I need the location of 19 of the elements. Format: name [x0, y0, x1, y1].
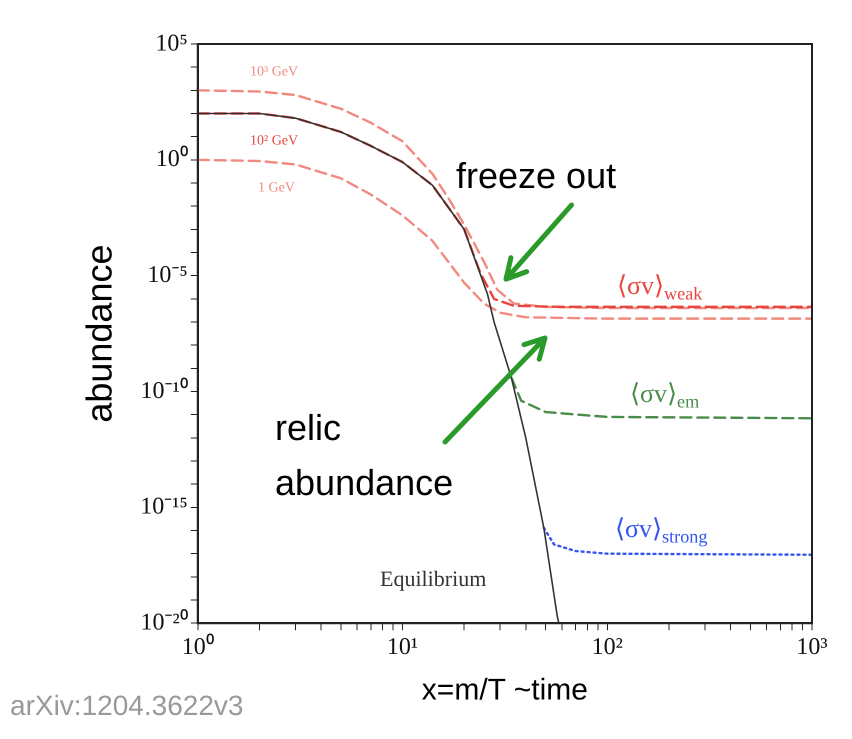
- y-tick-label: 10⁻⁵: [147, 262, 188, 288]
- text: arXiv:1204.3622v3: [10, 690, 244, 722]
- x-tick-label: 10⁰: [182, 632, 214, 660]
- x-tick-label: 10¹: [386, 634, 418, 660]
- y-axis-title: abundance: [78, 244, 120, 423]
- series-label: 1 GeV: [258, 180, 295, 196]
- y-tick-label: 10⁻¹⁰: [140, 376, 188, 404]
- annotation: relic abundance: [275, 406, 454, 503]
- text: Equilibrium: [380, 566, 486, 591]
- x-tick-label: 10²: [592, 634, 623, 660]
- annotation: freeze out: [456, 154, 616, 196]
- y-tick-label: 10⁰: [156, 145, 188, 172]
- series-label: 10³ GeV: [250, 64, 298, 80]
- y-tick-label: 10⁻¹⁵: [140, 494, 188, 520]
- y-tick-label: 10⁻²⁰: [140, 608, 188, 636]
- series-label: 10² GeV: [250, 134, 298, 149]
- x-axis-title: x=m/T ~time: [422, 673, 588, 706]
- x-tick-label: 10³: [796, 634, 828, 660]
- y-tick-label: 10⁵: [155, 30, 188, 56]
